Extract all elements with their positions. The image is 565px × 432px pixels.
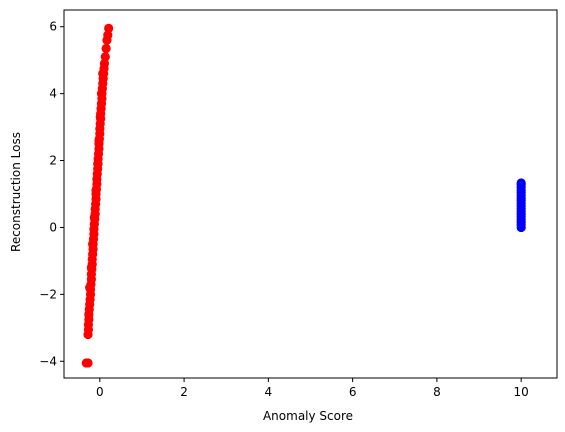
y-tick-label: −4: [39, 354, 57, 368]
data-point: [83, 358, 93, 368]
data-point: [86, 263, 96, 273]
data-point: [89, 212, 99, 223]
data-point: [96, 89, 107, 99]
data-point: [88, 239, 98, 249]
axes-layer: 0 2 4 6 8 10 −4 −2 0 2 4 6: [39, 9, 558, 399]
data-point: [99, 58, 110, 69]
data-point: [94, 135, 104, 146]
x-tick-label: 10: [514, 385, 529, 399]
x-tick-label: 8: [433, 385, 441, 399]
x-tick-label: 0: [96, 385, 104, 399]
y-tick-label: 6: [49, 20, 57, 34]
x-tick-label: 6: [349, 385, 357, 399]
x-tick-label: 2: [180, 385, 188, 399]
data-point: [100, 52, 110, 62]
data-point: [85, 283, 95, 293]
points-layer: [81, 23, 526, 368]
x-axis-label: Anomaly Score: [263, 409, 353, 423]
y-tick-label: −2: [39, 287, 57, 301]
y-tick-label: 2: [49, 154, 57, 168]
data-point: [103, 30, 113, 40]
data-point: [95, 112, 105, 122]
y-axis-label: Reconstruction Loss: [9, 132, 23, 252]
data-point: [104, 23, 114, 33]
data-point: [516, 178, 526, 188]
data-point: [93, 159, 103, 169]
y-tick-label: 0: [49, 220, 57, 234]
data-point: [98, 68, 108, 79]
y-tick-label: 4: [49, 87, 57, 101]
data-point: [101, 43, 111, 54]
x-tick-label: 4: [265, 385, 273, 399]
data-point: [91, 186, 101, 196]
plot-frame: [63, 9, 558, 379]
